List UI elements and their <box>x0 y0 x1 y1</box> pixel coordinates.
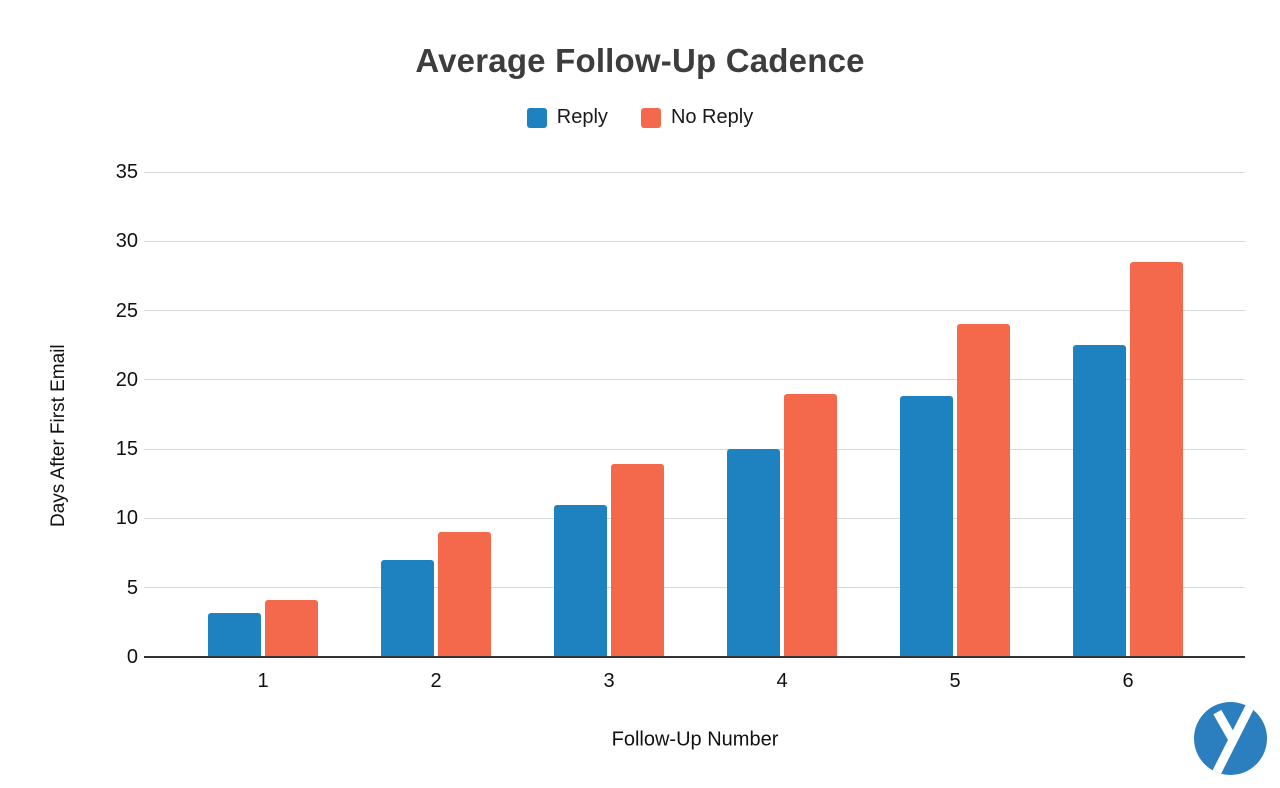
bar-no-reply-3 <box>611 464 664 657</box>
gridline-30 <box>144 240 1245 242</box>
y-tick-label-30: 30 <box>115 230 138 253</box>
legend-swatch-reply <box>526 107 547 128</box>
bar-reply-2 <box>381 560 434 657</box>
chart-title: Average Follow-Up Cadence <box>415 42 865 79</box>
bar-reply-1 <box>208 613 261 657</box>
x-axis-title: Follow-Up Number <box>611 728 779 751</box>
gridline-25 <box>144 310 1245 312</box>
legend-swatch-no-reply <box>640 107 661 128</box>
x-tick-label-5: 5 <box>949 670 961 692</box>
y-logo <box>1194 702 1267 775</box>
y-logo-long-stroke <box>1208 702 1258 775</box>
x-axis-line <box>144 656 1245 658</box>
gridline-15 <box>144 448 1245 450</box>
bar-reply-3 <box>554 505 607 657</box>
y-tick-label-5: 5 <box>126 576 138 599</box>
gridline-10 <box>144 517 1245 519</box>
legend-label-no-reply: No Reply <box>670 106 754 128</box>
chart-legend: Reply No Reply <box>0 106 1280 129</box>
bar-no-reply-1 <box>265 600 318 657</box>
bar-reply-6 <box>1073 345 1126 657</box>
legend-item-reply: Reply <box>526 106 608 129</box>
x-tick-label-1: 1 <box>257 670 269 692</box>
y-tick-label-20: 20 <box>115 368 138 391</box>
gridline-20 <box>144 379 1245 381</box>
x-tick-label-6: 6 <box>1122 670 1134 692</box>
x-tick-label-2: 2 <box>430 670 442 692</box>
legend-item-no-reply: No Reply <box>640 106 754 129</box>
y-tick-label-25: 25 <box>115 299 138 322</box>
y-tick-label-35: 35 <box>115 161 138 183</box>
gridline-35 <box>144 171 1245 173</box>
x-tick-label-3: 3 <box>603 670 615 692</box>
bar-no-reply-5 <box>957 324 1010 657</box>
legend-label-reply: Reply <box>556 106 608 128</box>
x-tick-label-4: 4 <box>776 670 788 692</box>
bar-no-reply-4 <box>784 394 837 657</box>
bar-reply-5 <box>900 396 953 657</box>
y-tick-label-15: 15 <box>115 438 138 461</box>
gridline-5 <box>144 587 1245 589</box>
bar-no-reply-6 <box>1130 262 1183 657</box>
y-tick-label-10: 10 <box>115 507 138 530</box>
y-axis-title: Days After First Email <box>48 344 69 527</box>
bar-no-reply-2 <box>438 532 491 657</box>
y-tick-label-0: 0 <box>126 646 138 668</box>
bar-reply-4 <box>727 449 780 657</box>
